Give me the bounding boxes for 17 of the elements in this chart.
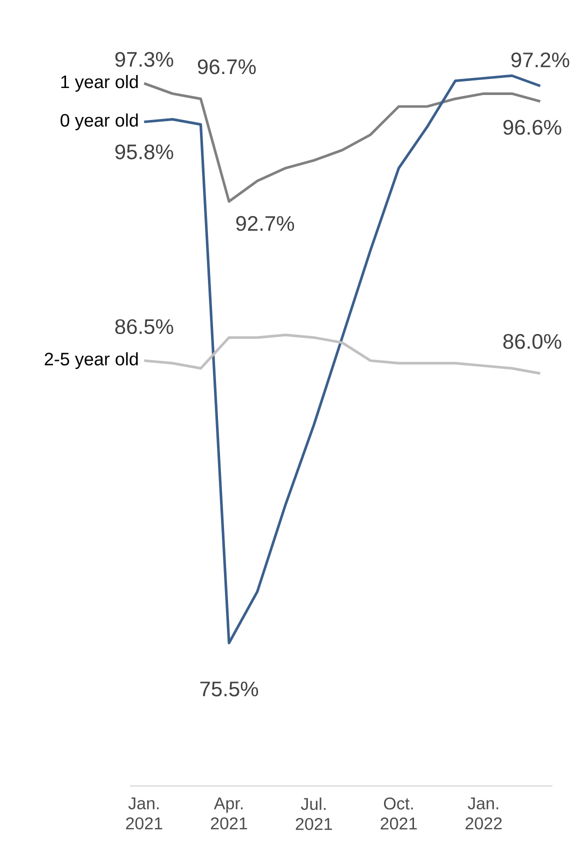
data-label: 97.2% (511, 52, 570, 68)
x-tick-label: Apr. 2021 (210, 798, 248, 830)
data-label: 86.5% (115, 319, 174, 334)
x-tick-label: Jan. 2022 (466, 798, 502, 830)
series-label: 2-5 year old (44, 352, 138, 370)
data-label: 86.0% (503, 334, 562, 349)
series-label: 1 year old (61, 74, 138, 92)
data-label: 96.7% (198, 59, 256, 74)
data-label: 96.6% (503, 120, 562, 135)
data-label: 92.7% (236, 216, 294, 231)
data-label: 95.8% (115, 144, 174, 160)
x-tick-label: Jan. 2021 (126, 798, 162, 830)
data-label: 97.3% (115, 52, 174, 67)
x-tick-label: Oct. 2021 (380, 798, 417, 830)
series-label: 0 year old (60, 113, 138, 130)
x-tick-label: Jul. 2021 (296, 798, 332, 830)
data-label: 75.5% (200, 682, 258, 696)
